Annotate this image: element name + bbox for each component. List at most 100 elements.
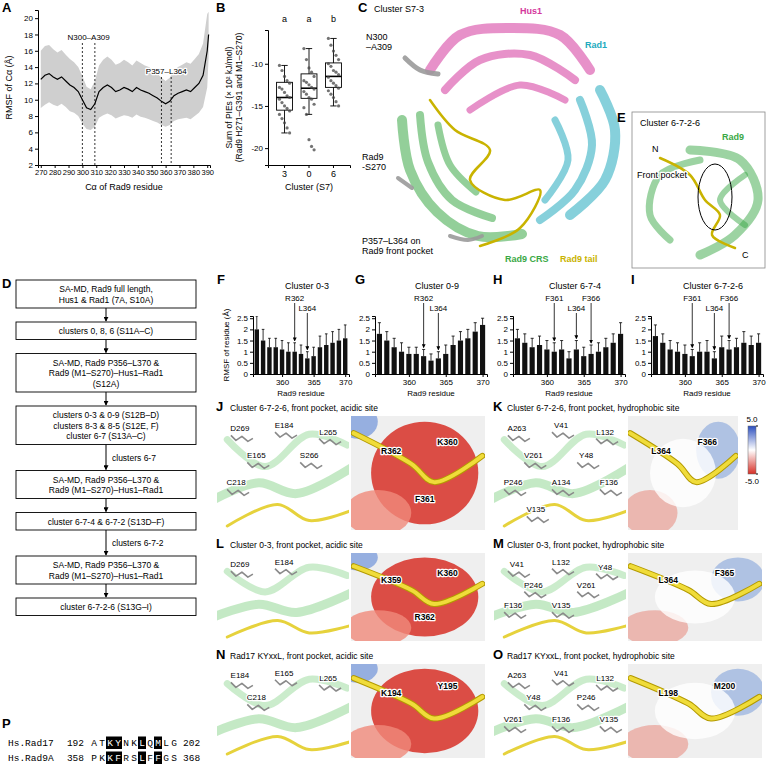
tick-mark bbox=[409, 374, 410, 377]
tick-label: 370 bbox=[174, 168, 187, 177]
flow-box-text: SA-MD, Rad9 P356–L370 & bbox=[53, 358, 160, 368]
tick-mark bbox=[685, 374, 686, 377]
tick-label: 320 bbox=[104, 168, 117, 177]
bar bbox=[589, 354, 594, 374]
tick: 2.5 bbox=[359, 314, 375, 323]
tick-label: 0 bbox=[244, 370, 249, 379]
surface-patch bbox=[351, 610, 411, 641]
tick: 370 bbox=[752, 374, 766, 387]
tick-label: 365 bbox=[307, 378, 321, 387]
error-bar bbox=[307, 352, 308, 359]
error-cap bbox=[698, 342, 701, 343]
ribbon bbox=[227, 621, 349, 637]
bar bbox=[286, 352, 290, 374]
bar bbox=[261, 341, 265, 374]
tick: 18 bbox=[24, 31, 38, 40]
arrow-label: F361 bbox=[545, 294, 564, 303]
point bbox=[307, 83, 310, 86]
bar bbox=[337, 341, 341, 374]
error-bar bbox=[416, 347, 417, 354]
arrow bbox=[714, 313, 715, 350]
error-cap bbox=[560, 340, 563, 341]
error-bar bbox=[605, 338, 606, 347]
structure-label: Hus1 bbox=[520, 6, 542, 16]
point bbox=[334, 84, 337, 87]
error-bar bbox=[301, 345, 302, 354]
identity-highlight bbox=[114, 737, 122, 750]
point bbox=[278, 98, 281, 101]
tick: 270 bbox=[35, 165, 48, 177]
arrow bbox=[729, 303, 730, 339]
tick: 360 bbox=[276, 374, 290, 387]
structure-label: P357–L364 on bbox=[362, 236, 421, 246]
surface bbox=[351, 553, 485, 641]
tick-label: 1 bbox=[504, 348, 509, 357]
surface bbox=[628, 416, 738, 530]
error-bar bbox=[699, 343, 700, 352]
point bbox=[280, 101, 283, 104]
axis: 306 bbox=[269, 165, 351, 179]
error-bar bbox=[684, 345, 685, 354]
plot-area bbox=[277, 37, 342, 152]
bar bbox=[292, 352, 296, 374]
tick-mark bbox=[648, 374, 651, 375]
error-cap bbox=[676, 342, 679, 343]
flow-box-text: SA-MD, Rad9 P356–L370 & bbox=[53, 560, 160, 570]
identity-highlight bbox=[106, 752, 114, 765]
point bbox=[283, 104, 286, 107]
flow-box-text: Hus1 & Rad1 (7A, S10A) bbox=[59, 295, 154, 305]
flow-arrow-label: clusters 6-7 bbox=[112, 453, 156, 463]
tick-label: 0 bbox=[306, 169, 311, 179]
residue-label: A263 bbox=[508, 671, 527, 680]
residue-sticks bbox=[504, 726, 526, 732]
flow-arrow bbox=[106, 499, 107, 512]
residue-label: V135 bbox=[526, 505, 545, 514]
axis: 2468101214161820 bbox=[24, 11, 38, 171]
point bbox=[280, 117, 283, 120]
ribbon bbox=[398, 178, 412, 188]
error-bar bbox=[670, 341, 671, 350]
axis: 270280290300310320330340350360370380390 bbox=[35, 165, 214, 177]
bar bbox=[384, 341, 389, 374]
panel-title: Rad17 KYxxL, front pocket, hydrophobic s… bbox=[507, 651, 675, 661]
flow-arrow bbox=[106, 340, 107, 353]
bar bbox=[581, 356, 586, 374]
tick-label: 2.5 bbox=[237, 314, 249, 323]
tick-label: 365 bbox=[716, 378, 730, 387]
axis: 360365370 bbox=[376, 374, 491, 387]
chart-title: Cluster 6-7-2-6 bbox=[683, 281, 743, 291]
surface-residue-label: F366 bbox=[698, 437, 718, 447]
axis-line bbox=[35, 11, 39, 166]
error-cap bbox=[545, 340, 548, 341]
structure-label: Rad1 bbox=[585, 40, 607, 50]
stick-model bbox=[217, 679, 349, 754]
surface-residue-label: F365 bbox=[715, 568, 735, 578]
error-cap bbox=[274, 338, 277, 339]
surface bbox=[351, 664, 485, 758]
point bbox=[310, 71, 313, 74]
flow-box-text: Rad9 (M1–S270)–Hus1–Rad1 bbox=[49, 571, 164, 581]
residue-label: V261 bbox=[577, 581, 596, 590]
ribbon bbox=[217, 467, 349, 499]
point bbox=[285, 107, 288, 110]
tick: 3 bbox=[282, 165, 287, 179]
tick: 16 bbox=[24, 47, 38, 56]
axis-line bbox=[376, 375, 488, 378]
axis-line bbox=[372, 317, 376, 375]
bar bbox=[421, 356, 426, 374]
tick-mark bbox=[250, 318, 253, 319]
error-bar bbox=[655, 325, 656, 336]
error-cap bbox=[597, 342, 600, 343]
error-cap bbox=[567, 351, 570, 352]
tick-mark bbox=[333, 165, 334, 168]
tick: 1.5 bbox=[237, 337, 253, 346]
tick-mark bbox=[35, 165, 38, 166]
structure-cartoon bbox=[649, 150, 758, 255]
tick-label: 6 bbox=[29, 128, 34, 137]
bar bbox=[559, 349, 564, 374]
error-cap bbox=[338, 329, 341, 330]
tick-label: 2.5 bbox=[635, 314, 647, 323]
tick: 2 bbox=[366, 325, 375, 334]
bar bbox=[515, 338, 520, 374]
error-bar bbox=[482, 318, 483, 325]
